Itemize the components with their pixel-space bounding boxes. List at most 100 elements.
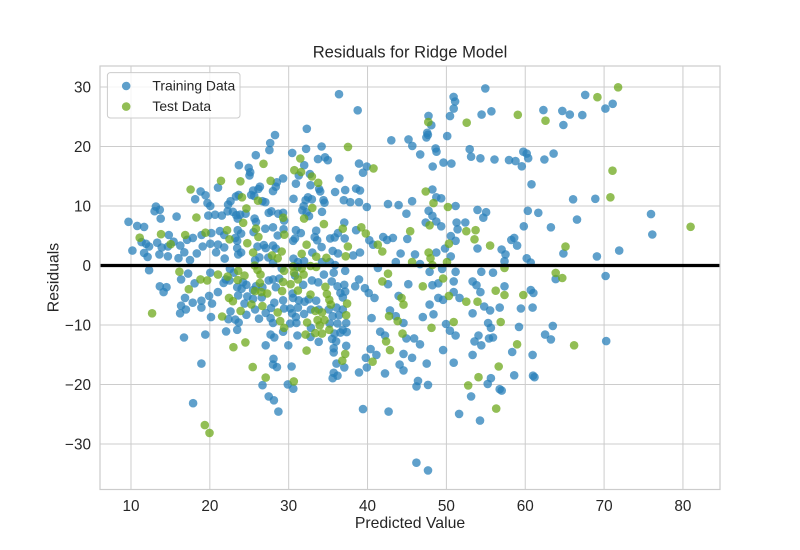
train-point <box>296 228 306 238</box>
test-point <box>290 165 299 175</box>
train-point <box>251 150 261 160</box>
train-point <box>233 250 243 259</box>
train-point <box>341 318 351 328</box>
train-point <box>516 304 526 313</box>
test-point <box>494 362 504 371</box>
train-point <box>197 359 206 368</box>
test-point <box>343 242 353 251</box>
test-point <box>240 271 249 280</box>
train-point <box>333 282 342 291</box>
train-point <box>481 84 490 93</box>
train-point <box>523 206 533 216</box>
test-point <box>223 272 232 281</box>
train-point <box>338 293 348 302</box>
train-point <box>528 350 537 360</box>
train-point <box>155 250 164 259</box>
train-point <box>511 156 520 166</box>
train-point <box>565 110 575 119</box>
train-point <box>601 336 611 346</box>
test-point <box>297 249 307 259</box>
x-tick-label-60: 60 <box>517 498 534 515</box>
train-point <box>646 209 656 219</box>
train-point <box>348 251 358 260</box>
train-point <box>320 153 330 162</box>
test-point <box>302 240 311 249</box>
test-point <box>248 248 258 257</box>
test-point <box>491 404 501 413</box>
train-point <box>313 278 323 287</box>
test-point <box>278 277 288 287</box>
train-point <box>206 312 216 322</box>
test-point <box>233 266 243 276</box>
train-point <box>293 331 302 340</box>
train-point <box>329 348 339 357</box>
test-point <box>462 226 471 236</box>
train-point <box>245 171 254 180</box>
test-point <box>296 167 306 177</box>
x-tick-label-70: 70 <box>596 498 613 515</box>
train-point <box>422 359 432 368</box>
train-point <box>507 235 516 245</box>
train-point <box>317 142 326 151</box>
train-point <box>319 270 329 279</box>
train-point <box>268 223 278 232</box>
test-point <box>255 278 265 288</box>
test-point <box>399 300 408 309</box>
test-point <box>470 235 479 244</box>
train-point <box>465 144 475 154</box>
test-point <box>241 338 250 347</box>
test-point <box>551 268 560 278</box>
test-point <box>186 185 195 194</box>
train-point <box>380 369 390 378</box>
test-point <box>373 240 383 249</box>
test-point <box>378 247 387 256</box>
train-point <box>201 330 210 339</box>
train-point <box>445 326 455 336</box>
axes-spines <box>99 65 721 491</box>
train-point <box>287 148 297 158</box>
train-point <box>342 327 352 337</box>
test-point <box>261 373 271 382</box>
train-point <box>429 310 438 319</box>
train-point <box>473 205 482 215</box>
test-point <box>254 232 263 242</box>
test-point <box>259 159 268 169</box>
train-point <box>261 243 271 253</box>
legend-marker-training <box>121 81 131 91</box>
train-point <box>399 366 408 375</box>
train-point <box>340 280 349 290</box>
test-point <box>361 229 371 238</box>
train-point <box>449 104 459 113</box>
test-point <box>569 341 579 350</box>
train-point <box>461 218 470 227</box>
train-point <box>334 89 344 99</box>
train-point <box>425 300 434 309</box>
test-point <box>418 282 428 291</box>
test-point <box>237 193 247 202</box>
test-point <box>608 166 617 175</box>
test-point <box>201 228 210 237</box>
chart-title: Residuals for Ridge Model <box>313 43 508 62</box>
train-point <box>432 147 441 156</box>
train-point <box>289 384 298 394</box>
train-point <box>439 158 448 167</box>
train-point <box>292 318 301 328</box>
test-point <box>322 253 331 263</box>
train-point <box>204 211 213 220</box>
train-point <box>451 331 460 340</box>
train-point <box>507 347 517 357</box>
test-point <box>398 329 407 338</box>
train-point <box>580 90 590 100</box>
train-point <box>144 265 154 275</box>
test-point <box>462 118 472 127</box>
test-point <box>313 178 323 188</box>
test-point <box>393 316 403 326</box>
train-point <box>289 194 298 204</box>
train-point <box>403 234 412 244</box>
train-point <box>273 231 283 240</box>
y-axis-label: Residuals <box>46 243 63 312</box>
train-point <box>451 236 460 246</box>
test-point <box>343 142 353 152</box>
test-point <box>202 276 212 285</box>
train-point <box>540 330 550 339</box>
